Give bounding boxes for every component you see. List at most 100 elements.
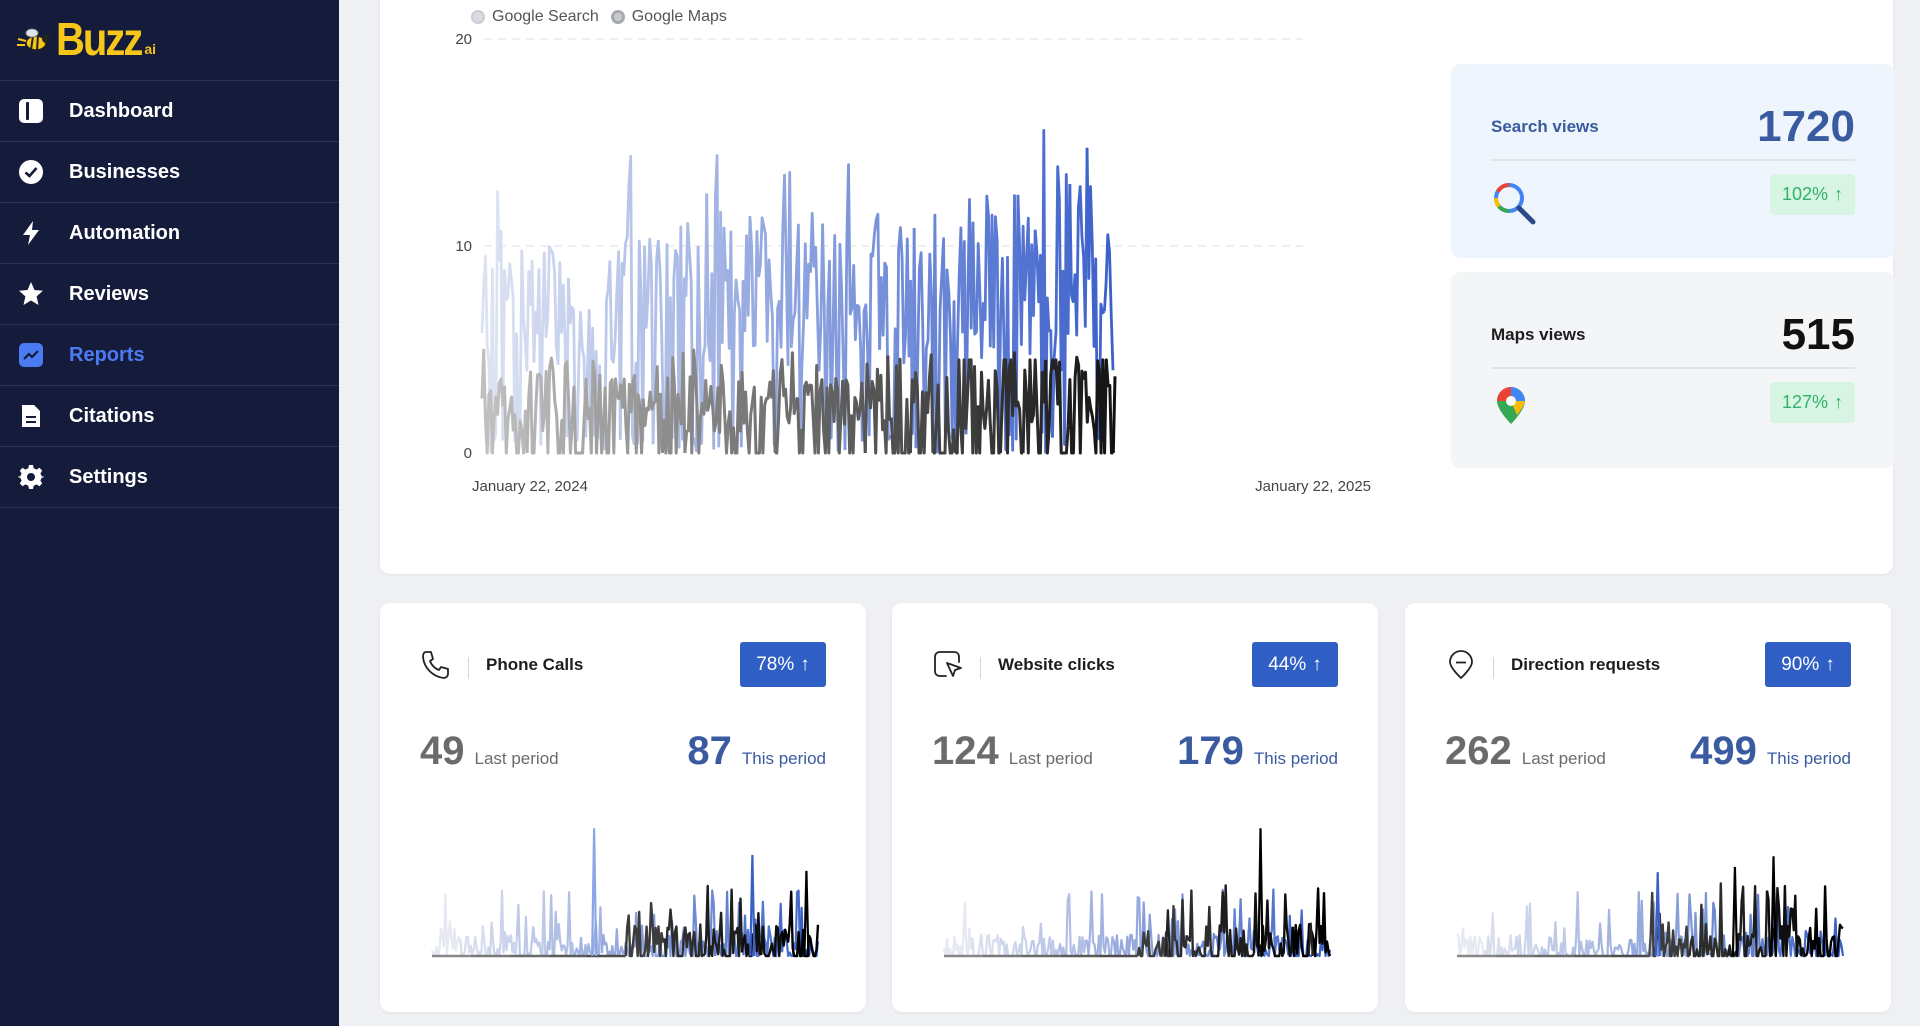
maps-series-line-segment [525, 368, 552, 455]
dashboard-icon [18, 98, 44, 124]
arrow-up-icon: ↑ [800, 653, 810, 675]
search-series-line-segment [739, 215, 760, 448]
this-period: 499 This period [1690, 729, 1851, 774]
this-period: 179 This period [1177, 729, 1338, 774]
x-tick-label: January 22, 2024 [472, 478, 588, 495]
sparkline-peak [1164, 909, 1171, 957]
stat-value: 515 [1781, 310, 1855, 359]
this-period: 87 This period [687, 729, 826, 774]
search-series-line-segment [1033, 129, 1054, 454]
last-period: 49 Last period [420, 729, 559, 774]
sparkline-series-a-line-segment [971, 933, 1002, 958]
legend-item-search[interactable]: Google Search [471, 8, 599, 26]
sidebar-item-reports[interactable]: Reports [0, 325, 339, 386]
sparkline-series-b-line-segment [1252, 892, 1294, 958]
search-series-line-segment [705, 154, 726, 450]
sparkline-series-a-line-segment [770, 889, 802, 958]
y-tick-label: 20 [455, 31, 472, 48]
sparkline-peak [749, 854, 756, 957]
website-clicks-sparkline [942, 828, 1332, 958]
sparkline-series-a-line-segment [1112, 896, 1144, 958]
last-period-value: 49 [420, 729, 465, 773]
sparkline-series-b-line-segment [1804, 885, 1844, 958]
sidebar-item-reviews[interactable]: Reviews [0, 264, 339, 325]
search-series-line-segment [774, 171, 795, 434]
sidebar-item-citations[interactable]: Citations [0, 386, 339, 447]
sparkline-series-b-line-segment [1175, 889, 1216, 958]
maps-series-line-segment [593, 372, 619, 455]
sidebar-item-automation[interactable]: Automation [0, 203, 339, 264]
sparkline-peak [1770, 856, 1777, 957]
maps-series-line-segment [932, 376, 957, 455]
phone-icon [422, 651, 449, 679]
last-period-label: Last period [1521, 749, 1606, 768]
maps-series-line-segment [617, 374, 642, 455]
search-series-line-segment [757, 216, 778, 446]
maps-series-line-segment [638, 365, 664, 455]
this-period-label: This period [1253, 749, 1338, 768]
maps-change-badge: 127% ↑ [1769, 382, 1855, 423]
stat-value: 1720 [1757, 102, 1855, 151]
sparkline-series-a-line-segment [1084, 890, 1115, 958]
phone-calls-card: Phone Calls 78% ↑ 49 Last period 87 This … [380, 603, 866, 1012]
sparkline-series-b-line-segment [663, 908, 704, 958]
legend-item-maps[interactable]: Google Maps [610, 8, 727, 26]
search-series-line-segment [843, 163, 864, 450]
maps-series-line-segment [728, 370, 754, 455]
sidebar-item-settings[interactable]: Settings [0, 447, 339, 508]
maps-series-line-segment [706, 363, 732, 455]
legend-dot-icon [610, 10, 625, 24]
sparkline-series-a-line-segment [1456, 927, 1487, 958]
search-series-line-segment [791, 223, 812, 439]
sparkline-peak [1257, 828, 1264, 957]
views-chart-card: Google Search Google Maps 0 10 20 January 2… [380, 0, 1895, 574]
brand-logo[interactable]: Buzz ai [0, 0, 339, 80]
this-period-value: 499 [1690, 729, 1757, 773]
y-tick-label: 10 [455, 238, 472, 255]
change-badge: 78% ↑ [740, 642, 826, 687]
star-icon [18, 281, 44, 307]
maps-series-line-segment [796, 364, 822, 455]
website-clicks-card: Website clicks 44% ↑ 124 Last period 179 … [892, 603, 1378, 1012]
search-series-line-segment [601, 250, 622, 450]
sparkline-series-a-line-segment [1570, 891, 1600, 958]
main-content: Google Search Google Maps 0 10 20 January 2… [339, 0, 1920, 1026]
sparkline-series-b-line-segment [624, 901, 666, 958]
maps-series-line-segment [775, 351, 799, 455]
search-series-line-segment [878, 261, 899, 452]
direction-requests-sparkline [1456, 856, 1845, 958]
sparkline-series-a-line-segment [1597, 908, 1627, 958]
legend-dot-icon [471, 10, 485, 24]
sidebar-item-label: Citations [69, 404, 155, 427]
magnifier-icon [1494, 183, 1536, 225]
this-period-label: This period [741, 749, 826, 768]
search-change-badge: 102% ↑ [1769, 174, 1855, 215]
maps-series-line-segment [683, 348, 709, 455]
sparkline-series-a-line-segment [742, 900, 773, 958]
sidebar-item-label: Reports [69, 343, 145, 366]
sparkline-series-b-line-segment [779, 890, 820, 958]
sparkline-series-a-line-segment [1484, 912, 1515, 958]
search-series-line-segment [964, 198, 985, 435]
stat-label: Maps views [1491, 325, 1586, 344]
sparkline-series-b-line-segment [1215, 884, 1256, 958]
search-series-line-segment [1103, 233, 1115, 371]
sidebar-item-label: Reviews [69, 282, 150, 305]
search-series-line-segment [636, 237, 657, 445]
this-period-value: 87 [687, 729, 732, 773]
maps-series-line-segment [908, 353, 935, 455]
sidebar-item-businesses[interactable]: Businesses [0, 142, 339, 203]
cursor-click-icon [934, 651, 962, 677]
sparkline-series-b-line-segment [1612, 934, 1652, 958]
sidebar-item-dashboard[interactable]: Dashboard [0, 81, 339, 142]
legend-label: Google Search [492, 8, 599, 25]
chart-legend: Google Search Google Maps [471, 8, 739, 26]
gear-icon [18, 464, 44, 490]
last-period-value: 262 [1445, 729, 1512, 773]
sidebar-item-label: Dashboard [69, 99, 174, 122]
search-series-line-segment [670, 222, 691, 449]
last-period-label: Last period [474, 749, 559, 768]
arrow-up-icon: ↑ [1834, 184, 1843, 204]
maps-series-line-segment [1044, 358, 1070, 455]
sparkline-series-b-line-segment [1688, 882, 1729, 958]
